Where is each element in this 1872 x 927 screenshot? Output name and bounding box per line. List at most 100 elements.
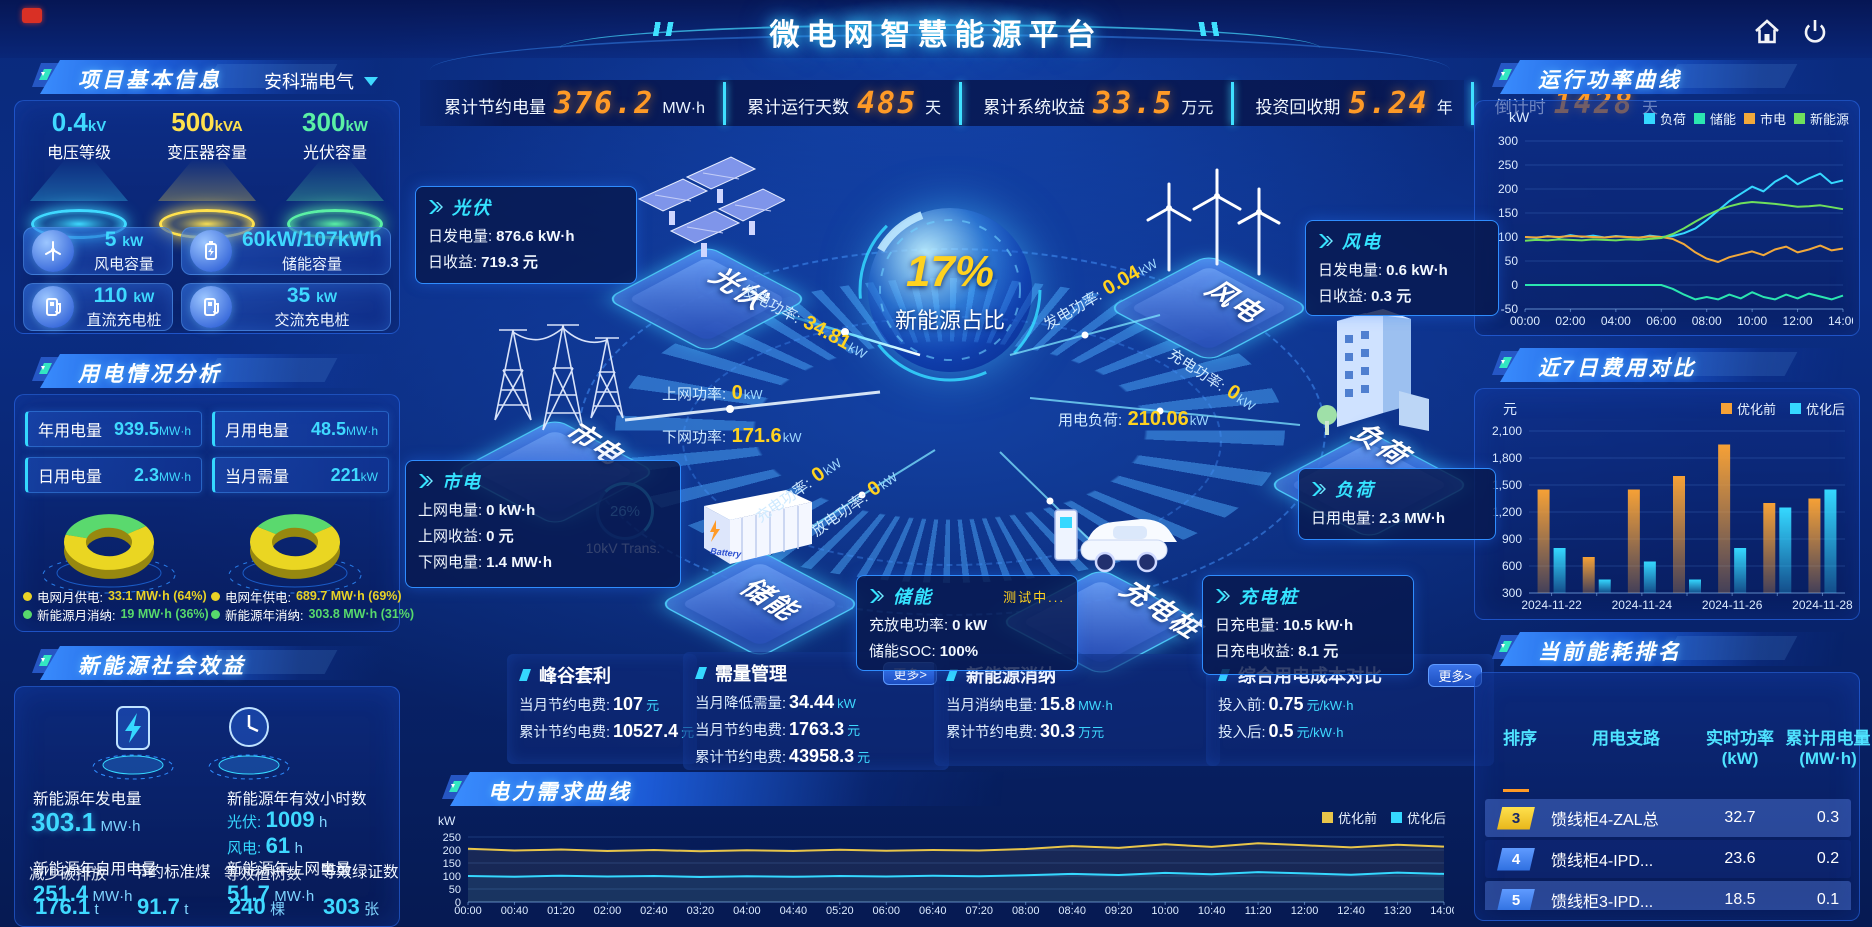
svg-text:-50: -50	[1501, 302, 1519, 316]
svg-text:14:00: 14:00	[1828, 314, 1853, 328]
panel-header: 新能源社会效益	[14, 644, 400, 684]
svg-text:150: 150	[443, 858, 461, 870]
legend-swatch	[1743, 113, 1755, 124]
panel-body: kW 负荷 储能 市电 新能源 300 250 200 150 100 50 0 -50 00:00 0…	[1474, 100, 1860, 336]
legend-row: 新能源年消纳: 303.8 MW·h (31%)	[211, 605, 414, 623]
kpi-row: 累计节约电费:10527.4元	[519, 721, 694, 741]
table-row[interactable]: 4 馈线柜4-IPD... 23.6 0.2	[1485, 840, 1851, 878]
svg-text:Battery: Battery	[710, 546, 743, 559]
kpi-row: 投入前: 0.75 元/kW·h	[1218, 694, 1354, 714]
panel-body: 新能源年发电量 303.1 MW·h 新能源年有效小时数 光伏: 1009 h …	[14, 686, 400, 927]
svg-text:600: 600	[1502, 559, 1522, 573]
svg-text:0: 0	[455, 897, 461, 909]
capacity-spotlight: 500kVA 变压器容量	[143, 107, 271, 239]
wind-turbines-icon	[1146, 168, 1281, 276]
benefit-label: 新能源年自用电量	[33, 861, 158, 878]
svg-text:1,800: 1,800	[1492, 451, 1522, 465]
panel-header: 电力需求曲线	[424, 770, 1470, 810]
status-badge: 测试中...	[1003, 589, 1065, 605]
legend-item: 优化后	[1789, 399, 1845, 418]
capacity-card: 110 kW 直流充电桩	[23, 283, 173, 331]
flow-load: 用电负荷: 210.06kW	[1058, 408, 1209, 430]
panel-body: 年用电量 939.5MW·h 月用电量 48.5MW·h 日用电量 2.3MW·…	[14, 394, 414, 632]
usage-stat: 当月需量 221kW	[212, 457, 389, 493]
table-row[interactable]: 3 馈线柜4-ZAL总 32.7 0.3	[1485, 799, 1851, 837]
demand-legend: 优化前 优化后	[1321, 808, 1446, 827]
chevron-right-icon	[1319, 234, 1333, 248]
power-legend: 负荷 储能 市电 新能源	[1643, 109, 1849, 128]
node-load: 负荷	[1267, 295, 1471, 539]
power-towers-icon	[494, 324, 624, 431]
stat-unit: 天	[925, 99, 942, 117]
flow-from-grid: 下网功率: 171.6kW	[662, 425, 802, 447]
kpi-card: 新能源消纳 当月消纳电量: 15.8 MW·h 累计节约电费: 30.3 万元	[934, 654, 1220, 766]
branch-name: 馈线柜4-ZAL总	[1551, 812, 1659, 829]
legend-item: 新能源	[1793, 109, 1849, 128]
cumulative-energy: 0.3	[1816, 809, 1840, 826]
ev-charger-icon	[1054, 509, 1177, 573]
column-header: 用电支路	[1592, 729, 1660, 748]
chevron-right-icon	[1216, 589, 1230, 603]
svg-text:02:40: 02:40	[640, 905, 668, 917]
capacity-value: 60kW/107kWh	[241, 228, 382, 251]
svg-text:06:40: 06:40	[919, 905, 947, 917]
panel-title: 用电情况分析	[78, 363, 222, 386]
stat-value: 33.5	[1093, 85, 1174, 121]
panel-title: 电力需求曲线	[488, 781, 632, 804]
table-row[interactable]: 5 馈线柜3-IPD... 18.5 0.1	[1485, 881, 1851, 910]
usage-stat: 日用电量 2.3MW·h	[25, 457, 202, 493]
renewable-share-gauge: 17% 新能源占比	[855, 195, 1045, 385]
stat-value: 5.24	[1348, 85, 1429, 121]
light-cone	[30, 159, 128, 201]
svg-text:00:40: 00:40	[501, 905, 529, 917]
legend-item: 优化前	[1720, 399, 1776, 418]
card-title: 新能源消纳	[966, 666, 1056, 686]
title-deco-icon	[1190, 22, 1224, 36]
column-header: 排序	[1503, 729, 1537, 748]
legend-item: 优化后	[1390, 808, 1446, 827]
info-row: 日收益: 0.3 元	[1318, 288, 1412, 305]
spotlight-value: 0.4kV	[51, 107, 107, 137]
month-donut-legend: 电网月供电: 33.1 MW·h (64%) 新能源月消纳: 19 MW·h (…	[23, 587, 209, 623]
panel-usage-analysis: 用电情况分析 年用电量 939.5MW·h 月用电量 48.5MW·h 日用电量…	[14, 352, 414, 632]
panel-header: 当前能耗排名	[1474, 630, 1860, 670]
more-button[interactable]: 更多>	[1428, 663, 1482, 687]
company-name: 安科瑞电气	[264, 72, 354, 92]
ranking-table: 3 馈线柜4-ZAL总 32.7 0.3 4 馈线柜4-IPD... 23.6 …	[1485, 799, 1851, 910]
benefit-value: 91.7 t	[137, 894, 189, 919]
home-icon[interactable]	[1749, 16, 1785, 48]
svg-text:06:00: 06:00	[1646, 314, 1676, 328]
panel-body: 0.4kV 电压等级 500kVA 变压器容量 300kW 光伏容量	[14, 100, 400, 334]
node-storage: Battery 储能	[658, 470, 862, 670]
realtime-power: 23.6	[1724, 850, 1756, 867]
month-donut-chart	[23, 495, 195, 599]
kpi-row: 当月节约电费: 1763.3 元	[695, 719, 861, 739]
panel-demand-curve: 电力需求曲线 优化前 优化后 kW 250 200 150 100 50 0 00:00 00:…	[424, 770, 1470, 922]
benefit-label: 新能源年有效小时数	[227, 791, 367, 808]
company-selector[interactable]: 安科瑞电气	[264, 68, 378, 94]
svg-text:2024-11-22: 2024-11-22	[1521, 598, 1582, 612]
cumulative-energy: 0.2	[1816, 850, 1840, 867]
legend-swatch	[1693, 113, 1705, 124]
wind-info-box: 风电 日发电量: 0.6 kW·h 日收益: 0.3 元	[1305, 220, 1499, 316]
panel-header: 运行功率曲线	[1474, 58, 1860, 98]
usage-label: 当月需量	[225, 469, 290, 486]
legend-swatch	[1390, 812, 1402, 823]
capacity-label: 储能容量	[281, 256, 342, 273]
stat-unit: 万元	[1181, 99, 1214, 117]
kpi-row: 当月降低需量: 34.44 kW	[695, 692, 856, 712]
benefit-label: 新能源年上网电量	[227, 861, 352, 878]
legend-dot	[23, 609, 32, 619]
node-pv: 光伏	[605, 155, 809, 385]
svg-text:04:00: 04:00	[1601, 314, 1631, 328]
spotlight-label: 光伏容量	[302, 145, 367, 162]
benefit-value: 51.7 MW·h	[227, 881, 315, 906]
stat-unit: MW·h	[662, 99, 705, 117]
clock-icon	[208, 707, 290, 780]
power-icon[interactable]	[1798, 16, 1834, 48]
svg-text:50: 50	[449, 884, 461, 896]
usage-value: 939.5MW·h	[113, 418, 191, 439]
pv-info-box: 光伏 日发电量: 876.6 kW·h 日收益: 719.3 元	[415, 186, 637, 284]
